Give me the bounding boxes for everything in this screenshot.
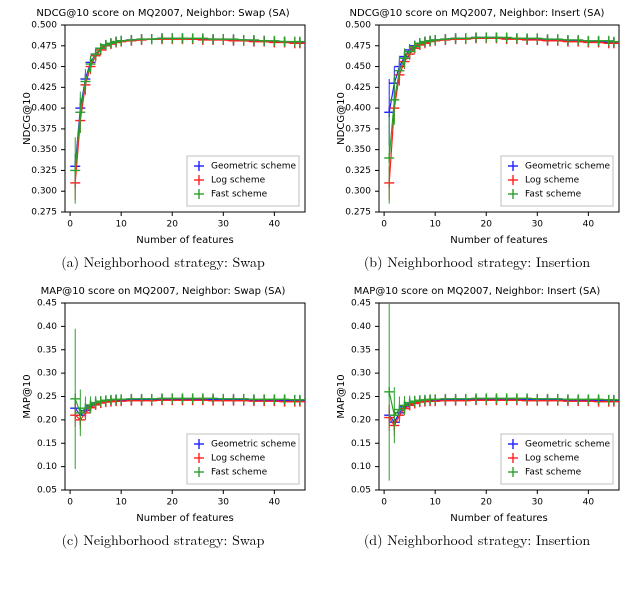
svg-text:0.475: 0.475: [345, 41, 371, 51]
svg-text:0.400: 0.400: [345, 104, 371, 114]
svg-text:0.25: 0.25: [37, 392, 57, 402]
svg-text:0.450: 0.450: [345, 62, 371, 72]
svg-text:0.30: 0.30: [351, 369, 371, 379]
svg-text:0.350: 0.350: [31, 145, 57, 155]
svg-text:MAP@10: MAP@10: [336, 374, 347, 418]
svg-text:30: 30: [218, 498, 230, 508]
svg-text:20: 20: [481, 220, 493, 230]
svg-text:0.350: 0.350: [345, 145, 371, 155]
panel-a-title: NDCG@10 score on MQ2007, Neighbor: Swap …: [36, 8, 289, 19]
svg-text:0.375: 0.375: [345, 124, 371, 134]
svg-text:0.300: 0.300: [31, 187, 57, 197]
svg-text:0.30: 0.30: [37, 369, 57, 379]
svg-text:0.325: 0.325: [345, 166, 371, 176]
svg-text:Fast scheme: Fast scheme: [525, 468, 582, 478]
svg-text:Geometric scheme: Geometric scheme: [525, 440, 611, 450]
svg-text:0.275: 0.275: [31, 208, 57, 218]
svg-text:40: 40: [269, 220, 281, 230]
svg-text:Log scheme: Log scheme: [525, 176, 580, 186]
svg-text:0.475: 0.475: [31, 41, 57, 51]
panel-d-title: MAP@10 score on MQ2007, Neighbor: Insert…: [354, 286, 600, 297]
svg-text:Log scheme: Log scheme: [211, 454, 266, 464]
svg-text:Log scheme: Log scheme: [525, 454, 580, 464]
svg-text:0.20: 0.20: [37, 415, 57, 425]
panel-b: NDCG@10 score on MQ2007, Neighbor: Inser…: [322, 8, 632, 282]
svg-text:0.400: 0.400: [31, 104, 57, 114]
svg-text:0.375: 0.375: [31, 124, 57, 134]
svg-text:Fast scheme: Fast scheme: [211, 468, 268, 478]
svg-text:10: 10: [429, 220, 441, 230]
svg-text:Geometric scheme: Geometric scheme: [525, 162, 611, 172]
svg-text:0.275: 0.275: [345, 208, 371, 218]
svg-text:0.40: 0.40: [351, 322, 371, 332]
svg-text:Number of features: Number of features: [450, 513, 547, 524]
svg-text:0.425: 0.425: [31, 83, 57, 93]
svg-text:NDCG@10: NDCG@10: [336, 92, 347, 145]
svg-text:0: 0: [67, 498, 73, 508]
svg-text:0.25: 0.25: [351, 392, 371, 402]
svg-text:Log scheme: Log scheme: [211, 176, 266, 186]
svg-text:Number of features: Number of features: [136, 513, 233, 524]
svg-text:MAP@10: MAP@10: [22, 374, 33, 418]
svg-text:0.40: 0.40: [37, 322, 57, 332]
svg-text:0.45: 0.45: [351, 299, 371, 309]
svg-text:Number of features: Number of features: [450, 235, 547, 246]
panel-a-svg: 0 10 20 30 40 0.275 0.300 0.325 0.350 0.375 0.400 0…: [13, 21, 313, 246]
panel-c-title: MAP@10 score on MQ2007, Neighbor: Swap (…: [41, 286, 286, 297]
svg-text:0.500: 0.500: [31, 21, 57, 31]
figure-grid: NDCG@10 score on MQ2007, Neighbor: Swap …: [8, 8, 632, 560]
svg-text:40: 40: [583, 498, 595, 508]
panel-b-caption: (b) Neighborhood strategy: Insertion: [364, 252, 590, 272]
panel-d: MAP@10 score on MQ2007, Neighbor: Insert…: [322, 286, 632, 560]
svg-text:0.15: 0.15: [37, 439, 57, 449]
svg-text:0.20: 0.20: [351, 415, 371, 425]
panel-b-title: NDCG@10 score on MQ2007, Neighbor: Inser…: [350, 8, 605, 19]
panel-c: MAP@10 score on MQ2007, Neighbor: Swap (…: [8, 286, 318, 560]
svg-text:40: 40: [583, 220, 595, 230]
svg-text:Number of features: Number of features: [136, 235, 233, 246]
svg-text:Fast scheme: Fast scheme: [211, 190, 268, 200]
panel-d-svg: 0 10 20 30 40 0.05 0.10 0.15 0.20 0.25 0.30 0.35 0.4…: [327, 299, 627, 524]
panel-a-caption: (a) Neighborhood strategy: Swap: [61, 252, 265, 272]
svg-text:10: 10: [115, 220, 127, 230]
svg-text:0.425: 0.425: [345, 83, 371, 93]
svg-text:0.450: 0.450: [31, 62, 57, 72]
svg-text:30: 30: [532, 220, 544, 230]
svg-text:Geometric scheme: Geometric scheme: [211, 162, 297, 172]
svg-text:0.10: 0.10: [351, 462, 371, 472]
svg-text:0.500: 0.500: [345, 21, 371, 31]
svg-text:10: 10: [429, 498, 441, 508]
svg-text:0.05: 0.05: [37, 486, 57, 496]
svg-text:30: 30: [218, 220, 230, 230]
svg-text:0: 0: [381, 220, 387, 230]
svg-text:0.45: 0.45: [37, 299, 57, 309]
svg-text:0.35: 0.35: [351, 345, 371, 355]
svg-text:0: 0: [381, 498, 387, 508]
svg-text:30: 30: [532, 498, 544, 508]
svg-text:40: 40: [269, 498, 281, 508]
svg-text:20: 20: [167, 498, 179, 508]
svg-text:0.35: 0.35: [37, 345, 57, 355]
svg-text:10: 10: [115, 498, 127, 508]
svg-text:20: 20: [481, 498, 493, 508]
panel-d-caption: (d) Neighborhood strategy: Insertion: [364, 530, 590, 550]
panel-c-svg: 0 10 20 30 40 0.05 0.10 0.15 0.20 0.25 0.30 0.35 0.4…: [13, 299, 313, 524]
svg-text:NDCG@10: NDCG@10: [22, 92, 33, 145]
svg-text:Fast scheme: Fast scheme: [525, 190, 582, 200]
svg-text:Geometric scheme: Geometric scheme: [211, 440, 297, 450]
svg-text:0.15: 0.15: [351, 439, 371, 449]
svg-text:0.10: 0.10: [37, 462, 57, 472]
svg-text:0.325: 0.325: [31, 166, 57, 176]
svg-text:20: 20: [167, 220, 179, 230]
panel-a: NDCG@10 score on MQ2007, Neighbor: Swap …: [8, 8, 318, 282]
panel-b-svg: 0 10 20 30 40 0.275 0.300 0.325 0.350 0.375 0.400 0…: [327, 21, 627, 246]
svg-text:0: 0: [67, 220, 73, 230]
panel-c-caption: (c) Neighborhood strategy: Swap: [62, 530, 265, 550]
svg-text:0.05: 0.05: [351, 486, 371, 496]
svg-text:0.300: 0.300: [345, 187, 371, 197]
